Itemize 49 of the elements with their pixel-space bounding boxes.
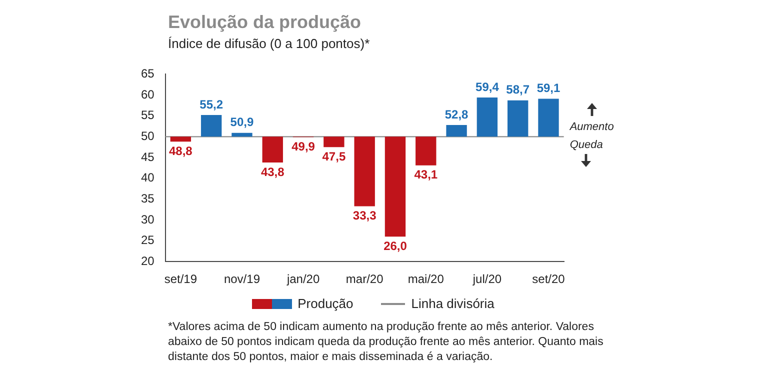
- legend-label: Produção: [296, 296, 354, 311]
- x-tick-label: set/20: [532, 272, 566, 286]
- bar: [232, 132, 252, 137]
- data-label: 55,2: [200, 97, 224, 112]
- x-tick-label: mai/20: [408, 272, 444, 286]
- y-tick-label: 20: [140, 254, 155, 268]
- x-tick-label: mar/20: [346, 272, 384, 286]
- bar: [354, 136, 375, 206]
- bar: [262, 136, 283, 162]
- bar: [446, 125, 467, 137]
- y-tick-label: 45: [140, 150, 155, 164]
- legend-label: Linha divisória: [410, 296, 494, 311]
- data-label: 58,7: [506, 82, 530, 97]
- bar: [508, 100, 528, 137]
- text: Queda: [570, 138, 603, 151]
- data-label: 43,8: [260, 164, 285, 179]
- y-tick-label: 40: [140, 170, 155, 185]
- data-label: 50,9: [230, 115, 254, 130]
- text: Aumento: [570, 120, 614, 133]
- data-label: 59,4: [476, 80, 500, 94]
- data-label: 47,5: [322, 149, 346, 164]
- y-tick-label: 65: [140, 66, 155, 81]
- x-tick-label: jul/20: [472, 272, 502, 286]
- data-label: 43,1: [414, 168, 438, 182]
- y-tick-label: 50: [140, 128, 155, 143]
- y-tick-label: 25: [140, 233, 155, 248]
- data-label: 48,8: [168, 144, 193, 158]
- bar: [384, 136, 406, 237]
- y-tick-label: 30: [140, 212, 155, 226]
- bar: [200, 115, 222, 137]
- bar: [324, 136, 344, 148]
- x-tick-label: nov/19: [224, 272, 260, 286]
- x-tick-label: set/19: [164, 272, 198, 286]
- data-label: 49,9: [292, 139, 316, 154]
- bar: [476, 98, 498, 137]
- chart-subtitle: Índice de difusão (0 a 100 pontos)*: [168, 36, 370, 51]
- y-tick-label: 60: [140, 87, 155, 102]
- data-label: 26,0: [384, 238, 408, 253]
- bar: [170, 136, 192, 142]
- data-label: 59,1: [536, 81, 561, 96]
- bar: [538, 98, 559, 137]
- data-label: 33,3: [352, 208, 377, 223]
- data-label: 52,8: [444, 107, 469, 122]
- x-tick-label: jan/20: [286, 272, 320, 286]
- y-tick-label: 35: [140, 191, 155, 206]
- bar: [416, 136, 436, 166]
- text: *Valores acima de 50 indicam aumento na produção frente ao mês anterior. Valores abaixo de 50 pontos indicam queda da produção frente ao mês anterior. Quanto mais distante dos 50 pontos, maior e mais disseminada é a variação.: [168, 320, 604, 365]
- y-tick-label: 55: [140, 108, 155, 122]
- chart-title: Evolução da produção: [168, 12, 362, 33]
